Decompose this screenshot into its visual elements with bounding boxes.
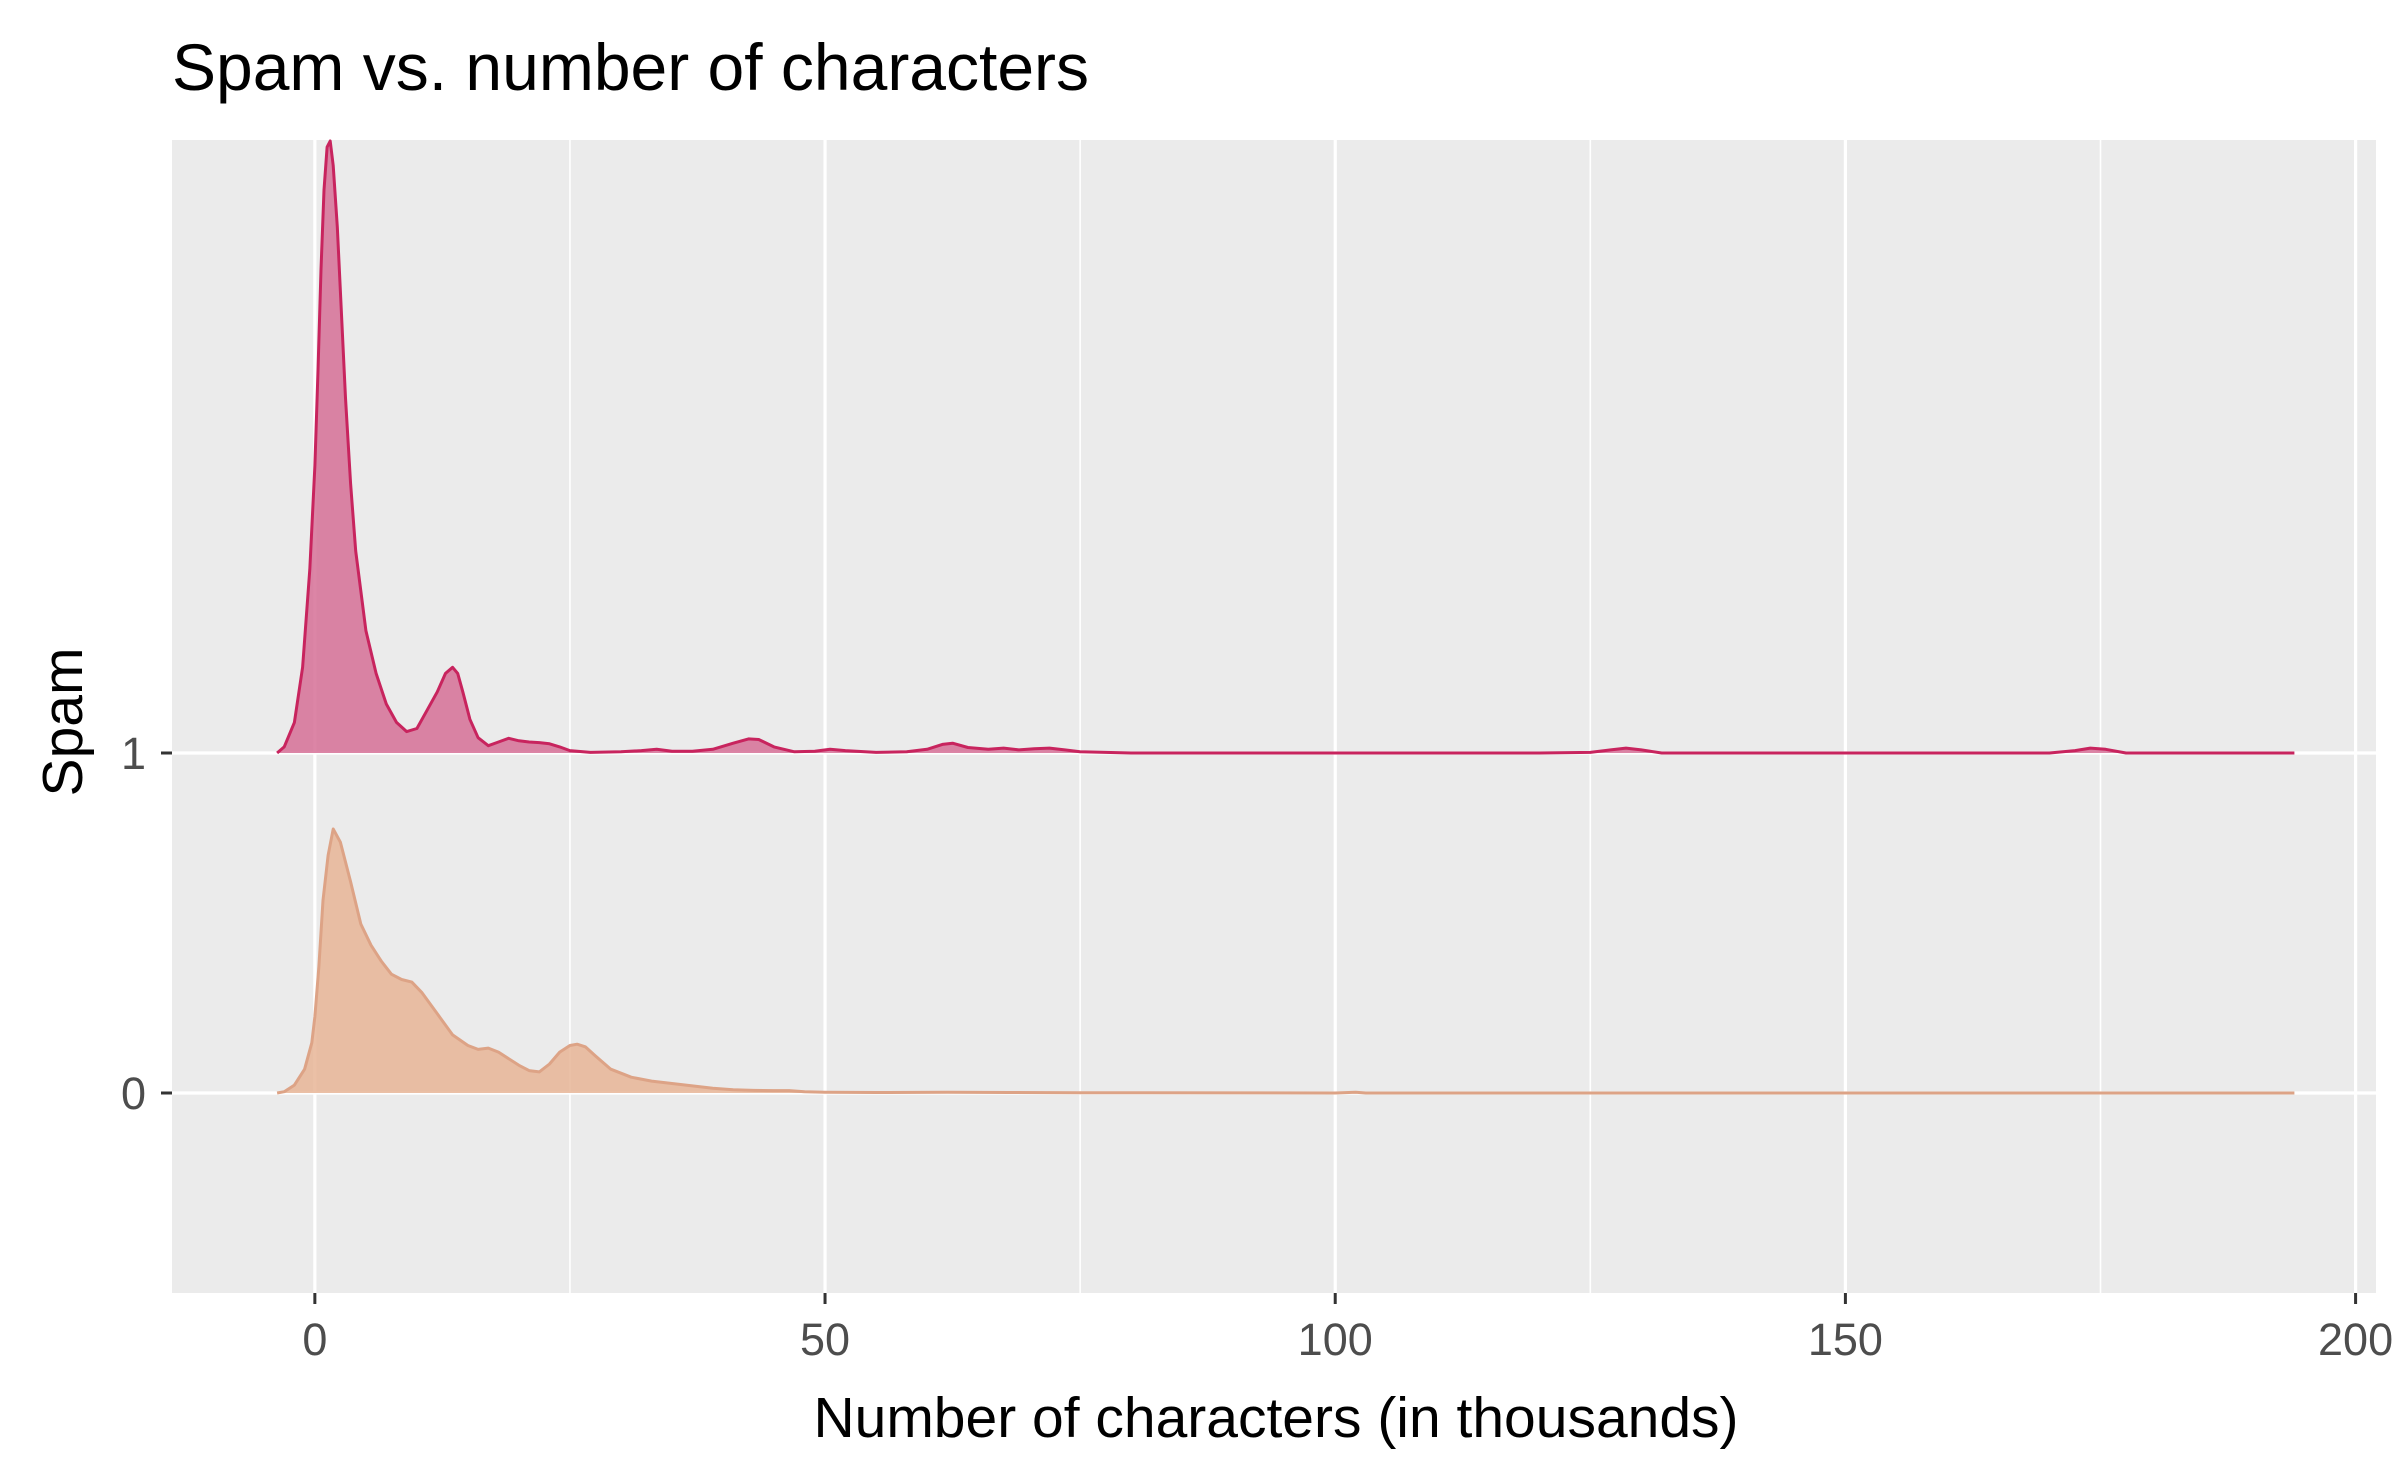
ridge-line-0 <box>276 827 2295 1095</box>
x-tick-label: 0 <box>302 1314 327 1365</box>
y-tick-label: 0 <box>121 1068 146 1119</box>
x-axis: 0 50 100 150 200 <box>302 1293 2393 1365</box>
x-tick-label: 200 <box>2318 1314 2393 1365</box>
x-axis-title: Number of characters (in thousands) <box>813 1386 1738 1450</box>
x-tick-label: 50 <box>800 1314 850 1365</box>
ridge-line-1 <box>276 139 2295 755</box>
y-axis-title: Spam <box>31 648 95 797</box>
y-tick-label: 1 <box>121 728 146 779</box>
ridge-area-0 <box>277 829 2295 1093</box>
y-axis: 01 <box>121 728 172 1119</box>
density-ridges <box>276 139 2295 1095</box>
x-tick-label: 100 <box>1298 1314 1373 1365</box>
minor-gridlines <box>569 140 2102 1293</box>
chart-title: Spam vs. number of characters <box>172 30 1089 104</box>
x-tick-label: 150 <box>1808 1314 1883 1365</box>
plot-panel-background <box>172 140 2376 1293</box>
